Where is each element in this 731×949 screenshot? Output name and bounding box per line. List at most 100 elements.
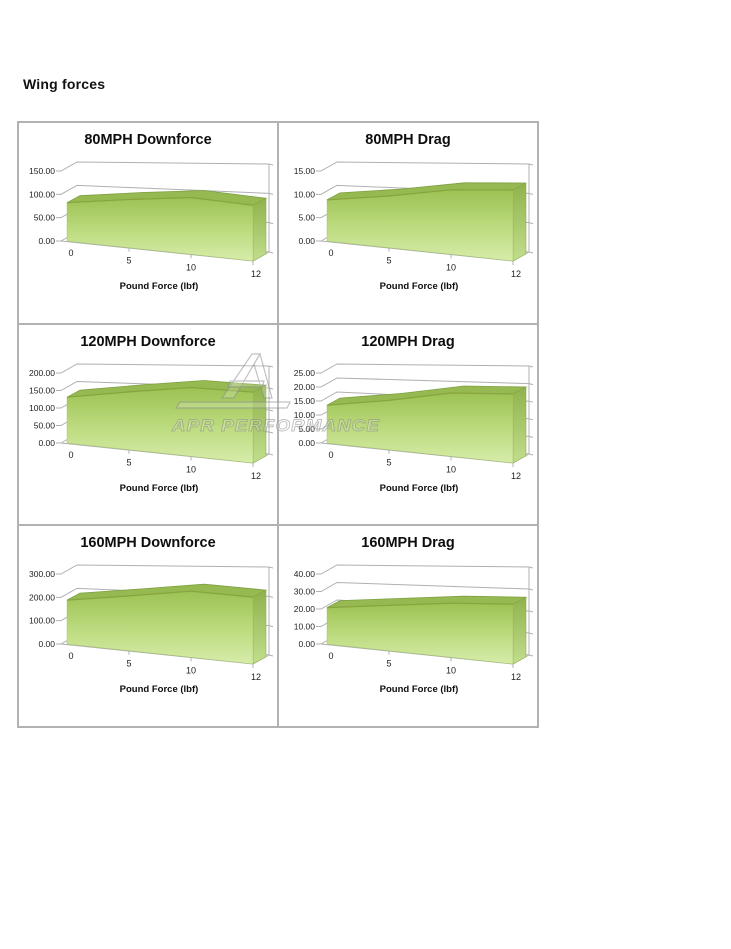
y-tick-label: 10.00	[294, 622, 316, 632]
y-tick-label: 50.00	[34, 420, 56, 430]
x-tick-label: 10	[446, 464, 456, 474]
right-axis-tick	[528, 417, 534, 420]
right-axis-tick	[528, 654, 534, 657]
area-top-edge	[326, 602, 514, 609]
chart-title: 80MPH Downforce	[84, 132, 212, 148]
gridline	[316, 377, 530, 388]
area-side-face	[252, 384, 267, 464]
x-axis-title: Pound Force (lbf)	[380, 483, 459, 494]
x-axis-title: Pound Force (lbf)	[120, 684, 199, 695]
y-tick-label: 0.00	[298, 438, 315, 448]
y-tick-label: 0.00	[298, 639, 315, 649]
chart-title: 120MPH Drag	[361, 333, 455, 350]
right-axis-tick	[528, 566, 534, 569]
y-tick-label: 20.00	[294, 382, 316, 392]
right-axis-tick	[528, 610, 534, 613]
y-tick-label: 5.00	[298, 424, 315, 434]
x-tick-label: 12	[251, 471, 261, 481]
x-axis-title: Pound Force (lbf)	[380, 281, 459, 292]
right-axis-tick	[528, 192, 534, 195]
gridline	[316, 363, 530, 374]
x-axis-title: Pound Force (lbf)	[120, 281, 199, 292]
chart-cell-80mph-drag: 80MPH Drag 0.00 5.00 10.00 15.00 0 5 10 12 Pound…	[278, 122, 538, 324]
chart-canvas-80mph-drag: 0.00 5.00 10.00 15.00 0 5 10 12 Pound Force (lbf…	[294, 161, 534, 292]
x-tick-label: 12	[251, 672, 261, 682]
page-title: Wing forces	[23, 76, 106, 92]
y-tick-label: 300.00	[29, 569, 55, 579]
y-tick-label: 200.00	[29, 593, 55, 603]
y-tick-label: 5.00	[298, 213, 315, 223]
y-tick-label: 0.00	[38, 236, 55, 246]
area-top-edge	[326, 189, 514, 201]
right-axis-tick	[268, 365, 274, 368]
area-series	[66, 591, 254, 665]
y-tick-label: 10.00	[294, 189, 316, 199]
y-tick-label: 15.00	[294, 396, 316, 406]
right-axis-tick	[528, 588, 534, 591]
y-tick-label: 100.00	[29, 403, 55, 413]
chart-cell-120mph-downforce: 120MPH Downforce 0.00 50.00 100.00 150.00 20…	[18, 323, 278, 526]
chart-cell-120mph-drag: 120MPH Drag 0.00 5.00 10.00 15.00 20.00 25.00…	[278, 323, 538, 526]
y-tick-label: 150.00	[29, 166, 55, 176]
area-side-face	[512, 386, 527, 464]
y-tick-label: 10.00	[294, 410, 316, 420]
chart-cell-160mph-drag: 160MPH Drag 0.00 10.00 20.00 30.00 40.00 0 5 10…	[278, 525, 538, 727]
gridline	[56, 184, 270, 195]
chart-canvas-120mph-downforce: 0.00 50.00 100.00 150.00 200.00 0 5 10 12 Pound F…	[29, 363, 274, 494]
x-tick-label: 10	[186, 464, 196, 474]
x-tick-label: 12	[511, 471, 521, 481]
area-side-face	[512, 597, 527, 665]
x-tick-label: 10	[446, 262, 456, 272]
y-tick-label: 30.00	[294, 587, 316, 597]
right-axis-tick	[528, 222, 534, 225]
chart-title: 160MPH Downforce	[80, 535, 216, 552]
charts-grid: 80MPH Downforce 0.00 50.00 100.00 150.00 0 5 1…	[17, 121, 539, 728]
gridline	[56, 161, 270, 172]
chart-cell-80mph-downforce: 80MPH Downforce 0.00 50.00 100.00 150.00 0 5 1…	[18, 122, 278, 324]
x-tick-label: 12	[511, 672, 521, 682]
y-tick-label: 25.00	[294, 368, 316, 378]
x-tick-label: 0	[68, 651, 73, 661]
right-axis-tick	[268, 431, 274, 434]
x-axis-title: Pound Force (lbf)	[380, 684, 459, 695]
right-axis-tick	[528, 435, 534, 438]
area-top-edge	[66, 590, 254, 602]
gridline	[316, 161, 530, 172]
x-tick-label: 5	[386, 457, 391, 467]
chart-canvas-80mph-downforce: 0.00 50.00 100.00 150.00 0 5 10 12 Pound Force (…	[29, 161, 274, 292]
right-axis-tick	[268, 566, 274, 569]
right-axis-tick	[528, 163, 534, 166]
right-axis-tick	[268, 453, 274, 456]
area-top-edge	[66, 196, 254, 206]
right-axis-tick	[528, 365, 534, 368]
x-tick-label: 5	[386, 659, 391, 669]
chart-title: 120MPH Downforce	[80, 333, 216, 350]
right-axis-tick	[268, 192, 274, 195]
x-tick-label: 5	[126, 256, 131, 266]
y-tick-label: 200.00	[29, 368, 55, 378]
area-series	[326, 603, 514, 665]
x-tick-label: 12	[251, 269, 261, 279]
y-tick-label: 100.00	[29, 616, 55, 626]
area-top-edge	[326, 392, 514, 406]
chart-title: 80MPH Drag	[365, 132, 451, 148]
right-axis-tick	[268, 251, 274, 254]
chart-cell-160mph-downforce: 160MPH Downforce 0.00 100.00 200.00 300.00 0…	[18, 525, 278, 727]
right-axis-tick	[528, 382, 534, 385]
x-tick-label: 5	[126, 659, 131, 669]
y-tick-label: 15.00	[294, 166, 316, 176]
right-axis-tick	[268, 625, 274, 628]
right-axis-tick	[268, 222, 274, 225]
right-axis-tick	[528, 251, 534, 254]
x-tick-label: 10	[186, 262, 196, 272]
area-side-face	[252, 590, 267, 665]
right-axis-tick	[528, 453, 534, 456]
y-tick-label: 0.00	[38, 639, 55, 649]
right-axis-tick	[268, 387, 274, 390]
area-series	[66, 386, 254, 463]
x-tick-label: 0	[68, 450, 73, 460]
x-tick-label: 0	[68, 248, 73, 258]
gridline	[316, 582, 530, 593]
area-side-face	[252, 197, 267, 262]
y-tick-label: 100.00	[29, 189, 55, 199]
